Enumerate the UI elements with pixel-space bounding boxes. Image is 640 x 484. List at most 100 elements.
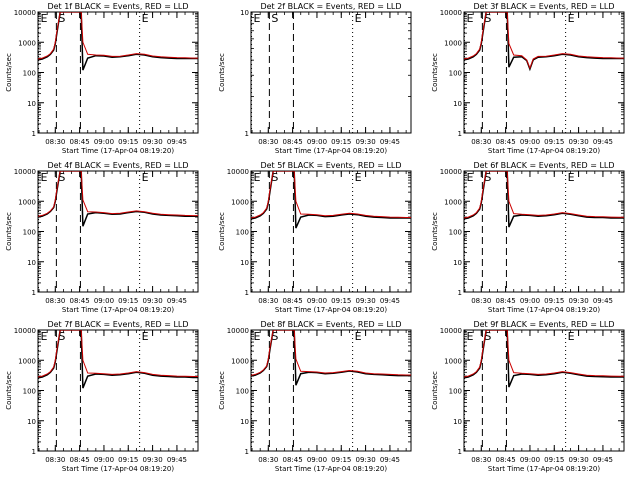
plot-frame [250,329,412,452]
x-tick-label: 08:45 [283,297,303,305]
x-tick-label: 08:45 [70,456,90,464]
marker-label-e: E [41,12,48,25]
panel-title: Det 8f BLACK = Events, RED = LLD [260,320,401,329]
x-tick-label: 08:30 [258,138,278,146]
series-events-line [464,171,624,228]
x-tick-label: 08:30 [258,456,278,464]
y-tick-label: 100 [23,388,36,396]
x-tick-label: 09:00 [520,138,540,146]
x-tick-label: 09:15 [331,138,351,146]
y-tick-label: 100 [449,388,462,396]
plot-frame [463,329,625,452]
x-tick-label: 08:45 [496,297,516,305]
y-tick-label: 10 [453,259,462,267]
x-axis-label: Start Time (17-Apr-04 08:19:20) [488,306,600,314]
x-tick-label: 09:00 [307,297,327,305]
x-tick-label: 09:00 [307,456,327,464]
x-tick-label: 09:15 [331,456,351,464]
y-tick-label: 10 [240,259,249,267]
y-tick-label: 1000 [444,39,462,47]
y-tick-label: 10 [240,9,249,17]
marker-label-s: S [271,12,278,25]
y-tick-label: 1000 [444,357,462,365]
x-axis-label: Start Time (17-Apr-04 08:19:20) [62,465,174,473]
y-tick-label: 1000 [18,357,36,365]
x-tick-label: 09:15 [544,456,564,464]
x-tick-label: 08:45 [283,138,303,146]
y-tick-label: 1 [458,448,462,456]
x-tick-label: 09:00 [94,456,114,464]
series-lld-line [464,330,624,378]
y-axis-label: Counts/sec [431,212,439,251]
panel-title: Det 4f BLACK = Events, RED = LLD [47,161,188,170]
marker-label-e: E [467,330,474,343]
x-axis-label: Start Time (17-Apr-04 08:19:20) [488,147,600,155]
y-tick-label: 1 [458,130,462,138]
panel-det-9: Det 9f BLACK = Events, RED = LLD 1 10 100 10… [431,320,625,473]
panel-title: Det 1f BLACK = Events, RED = LLD [47,2,188,11]
y-axis-label: Counts/sec [5,371,13,410]
marker-label-s: S [58,171,65,184]
x-tick-label: 09:45 [380,456,400,464]
series-events-line [38,330,198,389]
marker-label-e: E [142,171,149,184]
y-tick-label: 10 [240,418,249,426]
panel-title: Det 2f BLACK = Events, RED = LLD [260,2,401,11]
panel-det-2: Det 2f BLACK = Events, RED = LLD 1 10 Count… [218,2,412,155]
y-tick-label: 100 [236,229,249,237]
series-lld-line [251,171,411,219]
x-tick-label: 09:45 [380,138,400,146]
panel-det-6: Det 6f BLACK = Events, RED = LLD 1 10 100 10… [431,161,625,314]
series-events-line [251,171,411,229]
x-tick-label: 09:00 [94,138,114,146]
x-tick-label: 08:45 [283,456,303,464]
y-axis-label: Counts/sec [218,53,226,92]
x-tick-label: 09:30 [143,456,163,464]
y-tick-label: 10000 [14,327,36,335]
panel-det-4: Det 4f BLACK = Events, RED = LLD 1 10 100 10… [5,161,199,314]
plot-frame [250,11,412,134]
x-tick-label: 08:30 [471,297,491,305]
y-tick-label: 10000 [227,327,249,335]
marker-label-e: E [41,330,48,343]
marker-label-s: S [484,12,491,25]
marker-label-e: E [254,12,261,25]
marker-label-e: E [254,330,261,343]
y-tick-label: 100 [23,70,36,78]
y-axis-label: Counts/sec [218,371,226,410]
x-tick-label: 08:30 [45,456,65,464]
panel-det-1: Det 1f BLACK = Events, RED = LLD 1 10 100 10… [5,2,199,155]
y-tick-label: 10 [27,259,36,267]
panel-title: Det 5f BLACK = Events, RED = LLD [260,161,401,170]
x-tick-label: 09:45 [167,138,187,146]
panel-det-8: Det 8f BLACK = Events, RED = LLD 1 10 100 10… [218,320,412,473]
plot-frame [37,170,199,293]
x-tick-label: 09:30 [356,456,376,464]
x-tick-label: 08:45 [496,138,516,146]
y-axis-label: Counts/sec [5,212,13,251]
panel-det-7: Det 7f BLACK = Events, RED = LLD 1 10 100 10… [5,320,199,473]
x-tick-label: 08:30 [471,138,491,146]
marker-label-s: S [271,330,278,343]
y-tick-label: 10000 [14,168,36,176]
x-tick-label: 09:15 [118,297,138,305]
y-tick-label: 1 [32,130,36,138]
x-axis-label: Start Time (17-Apr-04 08:19:20) [275,465,387,473]
x-tick-label: 09:15 [331,297,351,305]
y-tick-label: 1000 [18,198,36,206]
y-tick-label: 100 [449,229,462,237]
x-axis-label: Start Time (17-Apr-04 08:19:20) [62,306,174,314]
x-tick-label: 09:30 [143,297,163,305]
y-axis-label: Counts/sec [218,212,226,251]
x-tick-label: 09:30 [569,138,589,146]
y-tick-label: 1 [32,289,36,297]
x-tick-label: 09:15 [118,456,138,464]
plot-frame [37,11,199,134]
x-tick-label: 08:45 [496,456,516,464]
x-tick-label: 09:00 [520,297,540,305]
x-tick-label: 09:00 [94,297,114,305]
marker-label-e: E [41,171,48,184]
x-axis-label: Start Time (17-Apr-04 08:19:20) [275,147,387,155]
x-tick-label: 09:45 [593,297,613,305]
y-tick-label: 100 [236,388,249,396]
